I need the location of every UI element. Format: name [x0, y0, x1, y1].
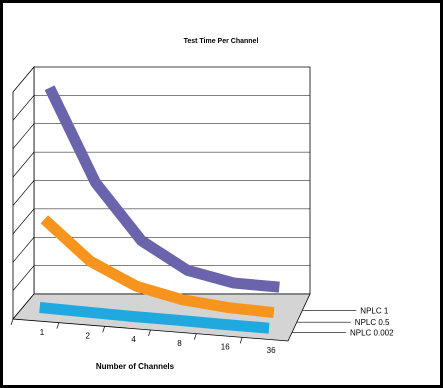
chart-title: Test Time Per Channel [184, 38, 259, 45]
grid-line [12, 151, 35, 178]
grid-lines [12, 95, 310, 291]
x-tick-label: 1 [40, 328, 45, 337]
x-axis-title: Number of Channels [96, 362, 175, 371]
x-tick-mark [239, 337, 243, 344]
grid-line [12, 180, 35, 206]
chart-area: Test Time Per Channel 1 2 4 8 16 36 NPLC 1NPL… [10, 38, 394, 371]
grid-line [12, 208, 35, 235]
x-tick-label: 2 [86, 332, 91, 341]
x-tick-mark [56, 322, 60, 329]
x-tick-labels: 1 2 4 8 16 36 [10, 318, 276, 355]
grid-line [12, 95, 35, 121]
grid-line [12, 123, 35, 149]
x-tick-label: 4 [131, 335, 136, 344]
grid-line [12, 237, 35, 263]
series-label: NPLC 1 [360, 306, 389, 315]
series-label: NPLC 0.5 [355, 318, 390, 327]
x-tick-label: 36 [267, 346, 276, 355]
x-tick-label: 16 [221, 343, 230, 352]
series-layer [39, 85, 280, 334]
x-tick-mark [148, 329, 151, 337]
x-tick-mark [194, 333, 197, 340]
x-tick-label: 8 [177, 339, 182, 348]
series-labels: NPLC 1 NPLC 0.5 NPLC 0.002 [291, 306, 394, 338]
grid-line [12, 265, 35, 291]
series-line-0 [44, 85, 280, 293]
series-label: NPLC 0.002 [350, 329, 394, 338]
chart-panel: Test Time Per Channel 1 2 4 8 16 36 NPLC 1 NPL… [3, 3, 440, 385]
series-line-2 [39, 302, 270, 334]
x-tick-mark [10, 318, 14, 326]
series-line-1 [40, 215, 275, 319]
x-tick-mark [102, 326, 105, 333]
